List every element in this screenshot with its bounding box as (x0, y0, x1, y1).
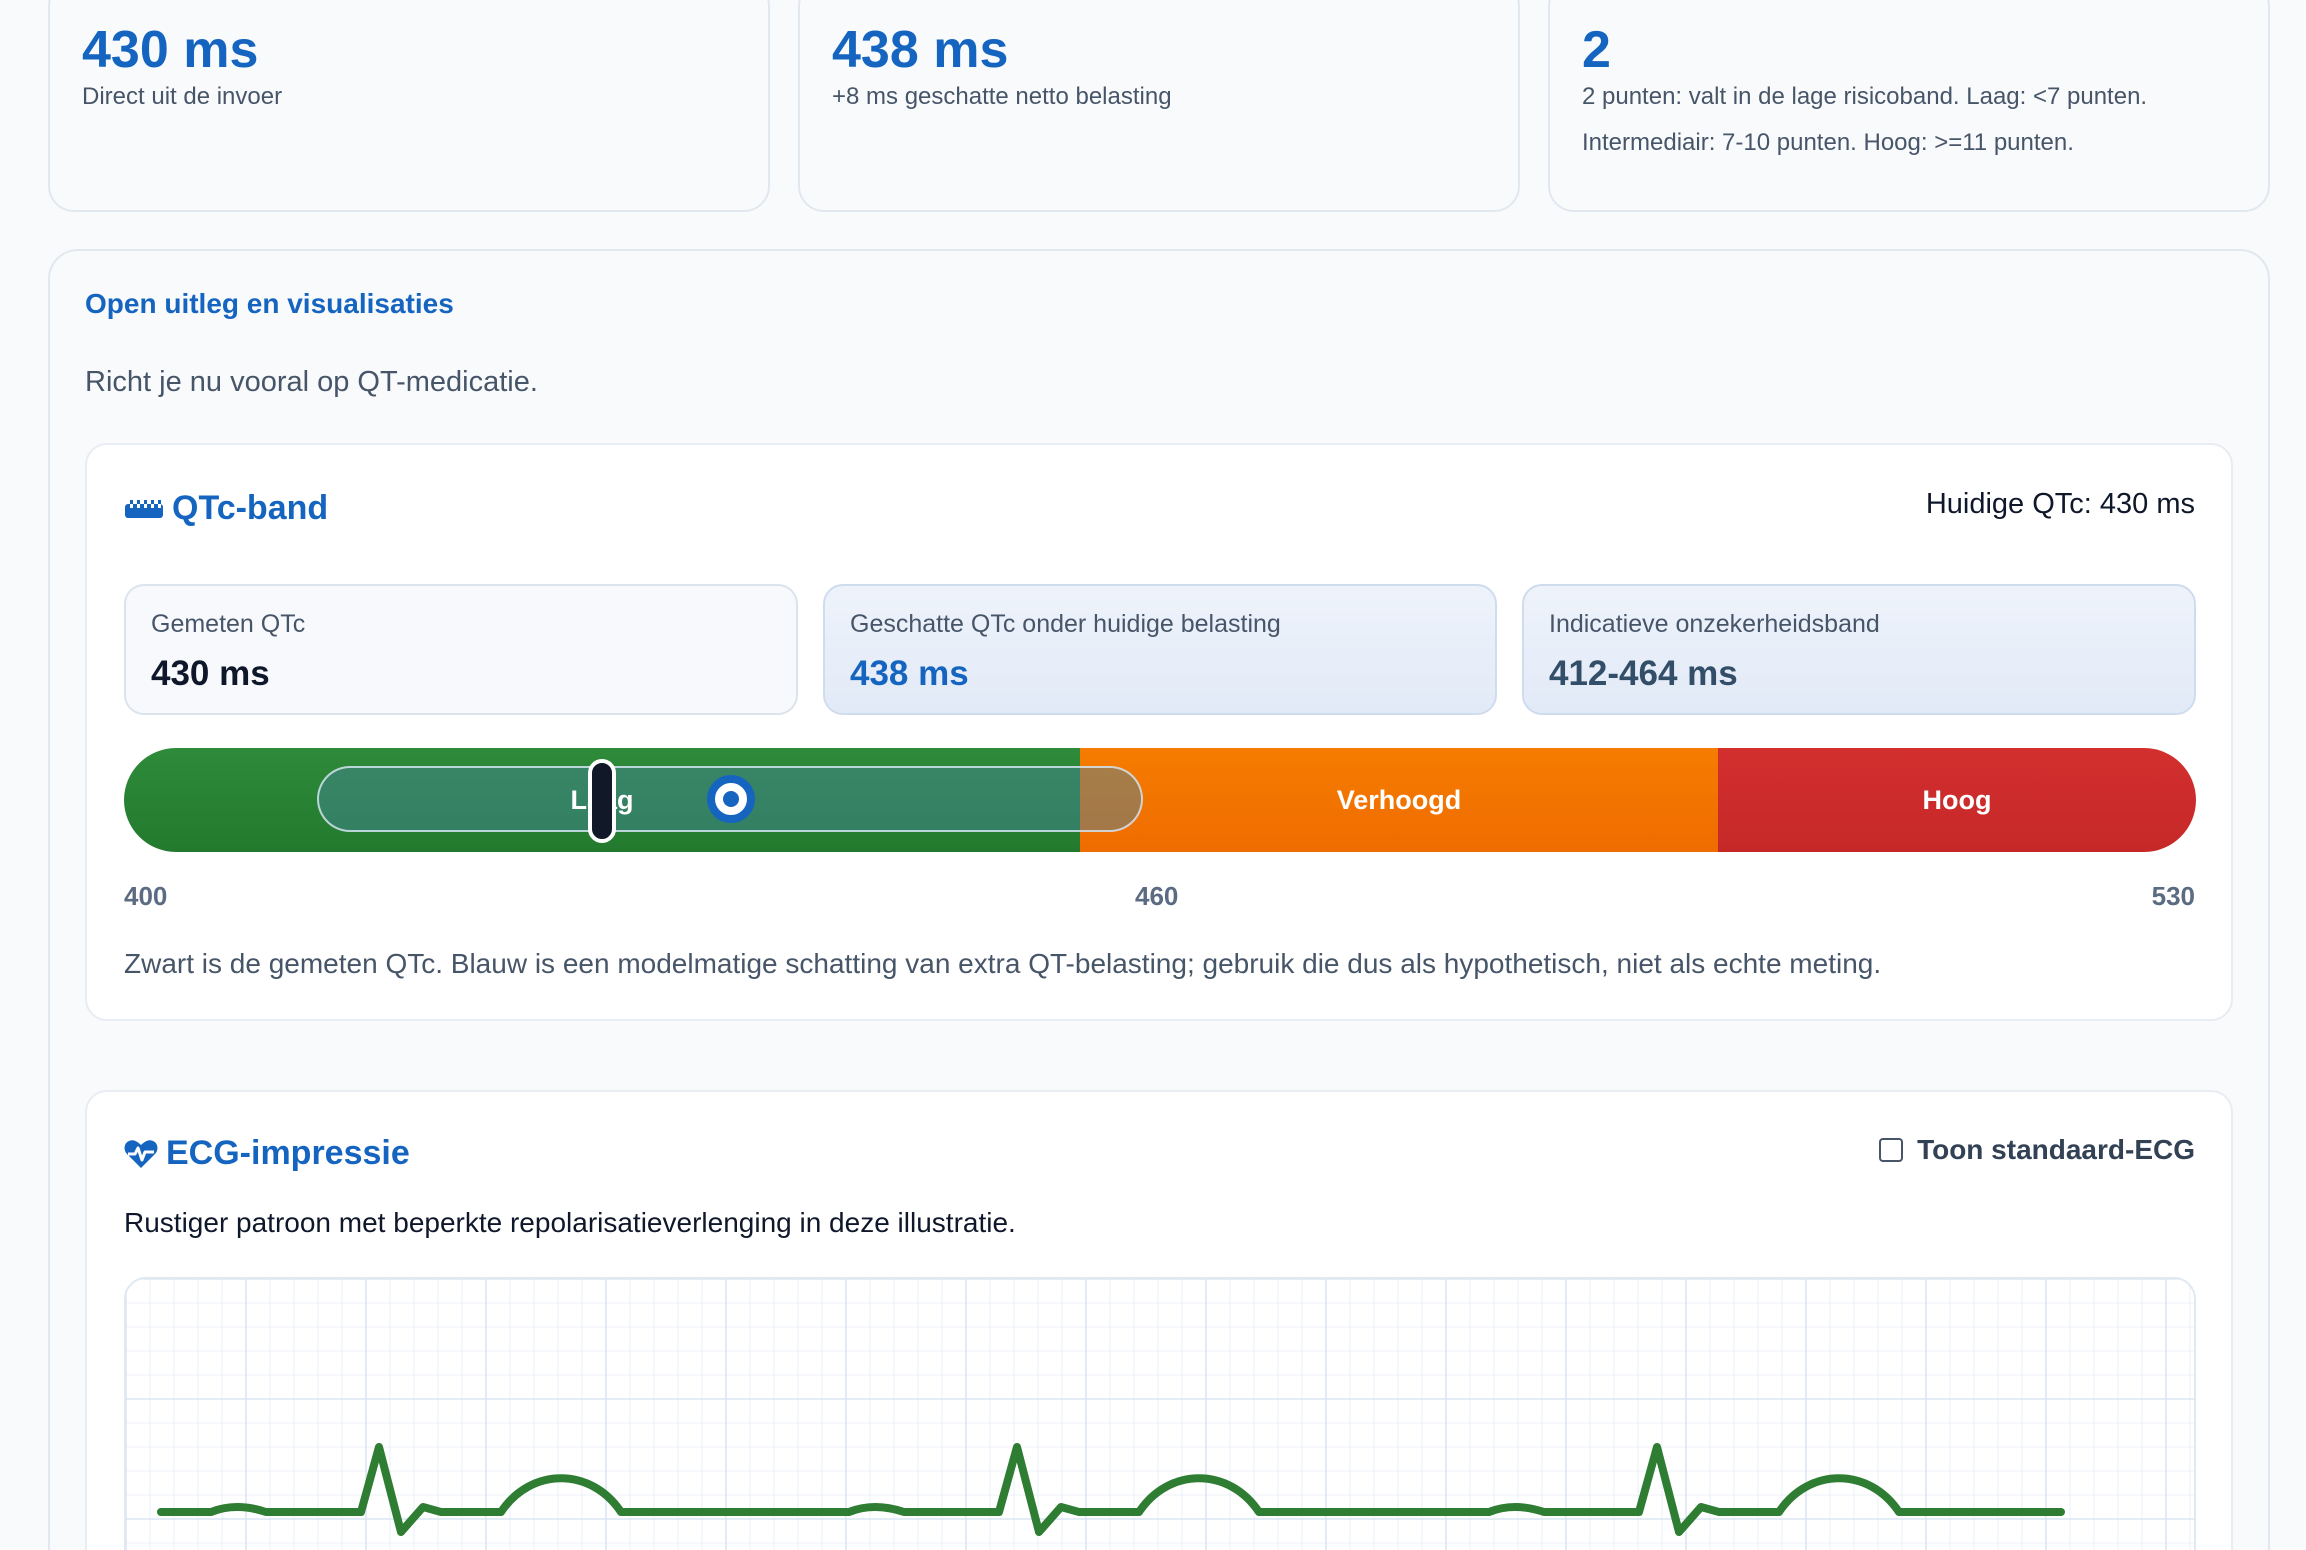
standard-ecg-checkbox[interactable] (1879, 1138, 1904, 1162)
metric-uncertainty-band: Indicatieve onzekerheidsband 412-464 ms (1522, 584, 2196, 715)
ecg-trace-svg (126, 1279, 2194, 1550)
ecg-title: ECG-impressie (124, 1134, 410, 1173)
metric-measured-qtc: Gemeten QTc 430 ms (124, 584, 798, 715)
open-explanation-link[interactable]: Open uitleg en visualisaties (85, 288, 454, 319)
stat-value: 430 ms (82, 21, 259, 79)
metric-value: 412-464 ms (1549, 654, 1738, 693)
ecg-trace (157, 1443, 2065, 1536)
stat-value: 2 (1582, 21, 1611, 79)
stat-value: 438 ms (832, 21, 1009, 79)
current-qtc: Huidige QTc: 430 ms (1925, 488, 2195, 520)
focus-text: Richt je nu vooral op QT-medicatie. (85, 366, 538, 398)
stat-card-estimated-qtc: 438 ms +8 ms geschatte netto belasting (798, 0, 1520, 212)
standard-ecg-label: Toon standaard-ECG (1917, 1134, 2195, 1165)
band-segment-elevated: Verhoogd (1080, 748, 1718, 852)
qtc-band-title-text: QTc-band (172, 489, 329, 527)
qtc-band-panel: QTc-band Huidige QTc: 430 ms Gemeten QTc… (85, 443, 2233, 1021)
ecg-title-text: ECG-impressie (166, 1134, 410, 1172)
stat-note: +8 ms geschatte netto belasting (832, 83, 1172, 110)
metric-label: Gemeten QTc (151, 610, 306, 638)
scale-max: 530 (2151, 881, 2195, 911)
heart-pulse-icon (124, 1139, 158, 1168)
ecg-panel: ECG-impressie Toon standaard-ECG Rustige… (85, 1090, 2233, 1550)
band-label-high: Hoog (1922, 784, 1992, 815)
standard-ecg-toggle[interactable]: Toon standaard-ECG (1879, 1134, 2195, 1166)
measured-qtc-marker (588, 759, 616, 843)
ecg-chart (124, 1277, 2196, 1550)
metric-label: Indicatieve onzekerheidsband (1549, 610, 1880, 638)
stat-card-measured-qtc: 430 ms Direct uit de invoer (48, 0, 770, 212)
band-label-elevated: Verhoogd (1336, 784, 1462, 815)
estimated-qtc-marker (707, 775, 755, 823)
metric-estimated-qtc: Geschatte QTc onder huidige belasting 43… (823, 584, 1497, 715)
stat-note: 2 punten: valt in de lage risicoband. La… (1582, 83, 2148, 156)
scale-mid: 460 (1135, 881, 1179, 911)
ruler-icon (125, 499, 163, 518)
qtc-band-title: QTc-band (124, 489, 328, 528)
qtc-band-footnote: Zwart is de gemeten QTc. Blauw is een mo… (124, 948, 1882, 979)
metric-value: 438 ms (850, 654, 969, 693)
stat-card-risk-score: 2 2 punten: valt in de lage risicoband. … (1548, 0, 2270, 212)
band-segment-high: Hoog (1718, 748, 2196, 852)
scale-min: 400 (124, 881, 168, 911)
metric-value: 430 ms (151, 654, 270, 693)
metric-label: Geschatte QTc onder huidige belasting (850, 610, 1281, 638)
ecg-description: Rustiger patroon met beperkte repolarisa… (124, 1207, 1016, 1238)
stat-note: Direct uit de invoer (82, 83, 283, 110)
